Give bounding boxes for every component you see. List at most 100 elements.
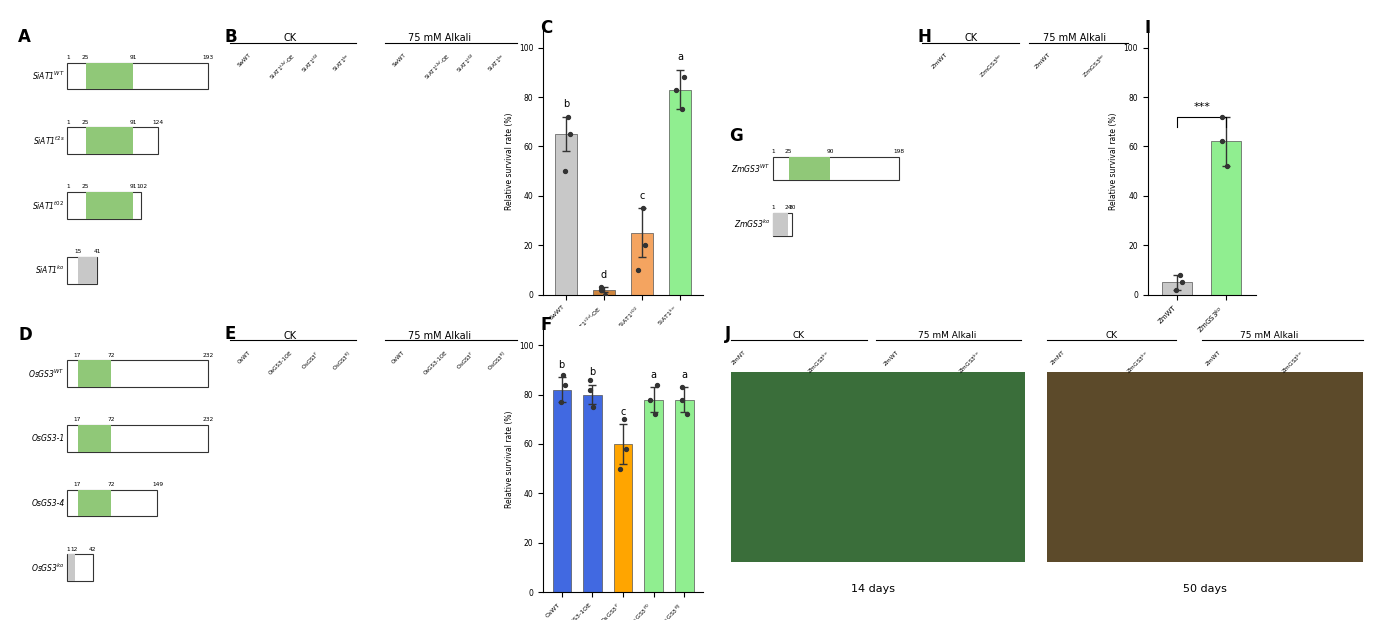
Text: F: F: [541, 316, 552, 334]
Text: ZmWT: ZmWT: [883, 350, 900, 366]
Text: ZmGS3$^{ko}$: ZmGS3$^{ko}$: [1279, 350, 1306, 376]
Text: 72: 72: [107, 417, 115, 422]
Text: SiAT1$^{ko}$: SiAT1$^{ko}$: [35, 264, 65, 277]
Point: [1211, 136, 1234, 146]
Text: SiAT1$^{t02}$: SiAT1$^{t02}$: [32, 199, 65, 211]
Point: [590, 285, 613, 294]
Point: [553, 370, 575, 380]
Point: [671, 383, 693, 392]
Text: ZmWT: ZmWT: [1204, 350, 1222, 366]
Text: 25: 25: [82, 55, 89, 60]
Text: b: b: [589, 367, 596, 378]
Text: OsGS3$^{RJ}$: OsGS3$^{RJ}$: [330, 350, 353, 373]
Bar: [78, 257, 97, 283]
Text: 25: 25: [82, 120, 89, 125]
Text: CK: CK: [965, 33, 977, 43]
Text: 17: 17: [73, 482, 82, 487]
Text: ZmGS3$^{WT}$: ZmGS3$^{WT}$: [730, 162, 771, 175]
Text: 15: 15: [75, 249, 82, 254]
Point: [644, 409, 667, 419]
Text: OsGS3-4: OsGS3-4: [32, 498, 65, 508]
Text: SiAT1$^{t02}$: SiAT1$^{t02}$: [455, 52, 477, 76]
Point: [590, 282, 613, 292]
Text: OsGS3$^{F}$: OsGS3$^{F}$: [299, 350, 322, 373]
Point: [614, 444, 636, 454]
Text: H: H: [918, 27, 931, 45]
Text: 1: 1: [67, 547, 69, 552]
Text: G: G: [729, 127, 743, 145]
Text: ZmNT: ZmNT: [732, 350, 747, 366]
Text: OsGS3$^{ko}$: OsGS3$^{ko}$: [30, 562, 65, 574]
Text: SiAT1$^{t2d}$-OE: SiAT1$^{t2d}$-OE: [423, 52, 453, 82]
Text: B: B: [225, 27, 237, 45]
Text: 41: 41: [93, 249, 101, 254]
Point: [1164, 285, 1186, 294]
Text: SwWT: SwWT: [237, 52, 252, 68]
Bar: [86, 128, 133, 154]
Point: [1217, 161, 1239, 171]
Point: [635, 240, 657, 250]
Text: a: a: [650, 370, 657, 380]
Text: C: C: [541, 19, 553, 37]
Text: 17: 17: [73, 417, 82, 422]
Point: [554, 166, 577, 176]
Bar: [78, 425, 111, 452]
Text: CK: CK: [793, 330, 805, 340]
Bar: [644, 399, 663, 592]
Y-axis label: Relative survival rate (%): Relative survival rate (%): [505, 410, 514, 508]
Point: [632, 203, 654, 213]
Text: a: a: [676, 53, 683, 63]
Bar: [68, 63, 208, 89]
Text: OsWT: OsWT: [237, 350, 251, 365]
Text: d: d: [602, 270, 607, 280]
Point: [674, 73, 696, 82]
Bar: [86, 63, 133, 89]
Text: OsGS3$^{F}$: OsGS3$^{F}$: [455, 350, 477, 373]
Text: SiAT1$^{t2s}$: SiAT1$^{t2s}$: [32, 135, 65, 147]
Text: I: I: [1145, 19, 1150, 37]
Text: 50 days: 50 days: [1184, 584, 1227, 595]
Text: OsGS3$^{RJ}$: OsGS3$^{RJ}$: [485, 350, 509, 373]
Bar: [773, 157, 898, 180]
Text: 193: 193: [202, 55, 213, 60]
Text: SiAT1$^{ko}$: SiAT1$^{ko}$: [485, 52, 507, 74]
Bar: [732, 371, 1024, 562]
Point: [1168, 270, 1191, 280]
Text: 42: 42: [89, 547, 97, 552]
Point: [675, 409, 697, 419]
Bar: [86, 192, 133, 219]
Text: 30: 30: [789, 205, 796, 210]
Text: ZmNT: ZmNT: [1051, 350, 1066, 366]
Point: [646, 380, 668, 390]
Text: CK: CK: [284, 330, 297, 340]
Text: CK: CK: [1106, 330, 1117, 340]
Bar: [78, 360, 111, 387]
Y-axis label: Relative survival rate (%): Relative survival rate (%): [505, 112, 514, 210]
Text: E: E: [225, 325, 236, 343]
Bar: [1211, 141, 1240, 294]
Text: ZmWT: ZmWT: [1034, 52, 1052, 70]
Text: A: A: [18, 29, 30, 46]
Text: 124: 124: [152, 120, 164, 125]
Point: [593, 290, 615, 299]
Text: 91: 91: [130, 55, 137, 60]
Text: 72: 72: [107, 482, 115, 487]
Bar: [1048, 371, 1362, 562]
Text: 75 mM Alkali: 75 mM Alkali: [1240, 330, 1299, 340]
Text: OsGS3-1OE: OsGS3-1OE: [423, 350, 449, 376]
Text: 17: 17: [73, 353, 82, 358]
Text: SwWT: SwWT: [391, 52, 406, 68]
Point: [1171, 277, 1193, 287]
Point: [671, 104, 693, 114]
Text: 72: 72: [107, 353, 115, 358]
Text: ZmGS3$^{ko}$: ZmGS3$^{ko}$: [733, 218, 771, 231]
Text: 14 days: 14 days: [851, 584, 895, 595]
Text: 91: 91: [130, 184, 137, 189]
Text: 1: 1: [772, 205, 775, 210]
Point: [557, 112, 579, 122]
Text: 25: 25: [784, 149, 793, 154]
Text: OsGS3-1: OsGS3-1: [32, 434, 65, 443]
Bar: [68, 554, 75, 581]
Point: [664, 85, 686, 95]
Text: OsWT: OsWT: [391, 350, 406, 365]
